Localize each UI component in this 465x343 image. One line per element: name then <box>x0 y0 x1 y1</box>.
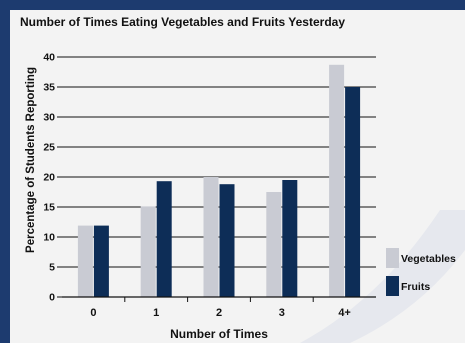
y-tick-label: 20 <box>43 172 55 184</box>
y-tick-label: 10 <box>43 232 55 244</box>
x-tick-label: 2 <box>216 307 222 319</box>
bar-vegetables-1 <box>140 206 156 297</box>
y-tick-label: 25 <box>43 142 55 154</box>
y-tick-label: 5 <box>49 262 55 274</box>
bar-vegetables-0 <box>77 225 93 297</box>
chart-title: Number of Times Eating Vegetables and Fr… <box>20 15 345 29</box>
x-ticks: 0 1 2 3 4+ <box>90 297 351 319</box>
bar-fruits-4 <box>345 87 361 297</box>
x-tick-label: 3 <box>279 307 285 319</box>
y-tick-label: 0 <box>49 292 55 304</box>
y-tick-label: 35 <box>43 82 55 94</box>
bar-fruits-3 <box>282 180 298 297</box>
x-axis-label: Number of Times <box>170 327 268 341</box>
bar-fruits-2 <box>219 184 235 297</box>
y-ticks: 0 5 10 15 20 25 30 35 40 <box>43 52 62 304</box>
x-tick-label: 4+ <box>338 307 351 319</box>
legend-label-fruits: Fruits <box>401 281 430 293</box>
decorative-swoosh <box>300 210 465 343</box>
y-tick-label: 30 <box>43 112 55 124</box>
bar-fruits-1 <box>156 181 172 297</box>
legend-swatch-vegetables <box>386 248 399 268</box>
y-tick-label: 40 <box>43 52 55 64</box>
bar-vegetables-4 <box>329 64 345 297</box>
x-tick-label: 1 <box>153 307 159 319</box>
legend: Vegetables Fruits <box>386 248 456 296</box>
bars <box>77 64 361 297</box>
y-tick-label: 15 <box>43 202 55 214</box>
x-tick-label: 0 <box>90 307 96 319</box>
bar-vegetables-2 <box>203 177 219 297</box>
bar-fruits-0 <box>93 225 109 297</box>
y-axis-label: Percentage of Students Reporting <box>25 67 37 253</box>
bar-vegetables-3 <box>266 192 282 297</box>
legend-label-vegetables: Vegetables <box>401 253 456 265</box>
legend-swatch-fruits <box>386 276 399 296</box>
gridlines <box>62 56 376 268</box>
